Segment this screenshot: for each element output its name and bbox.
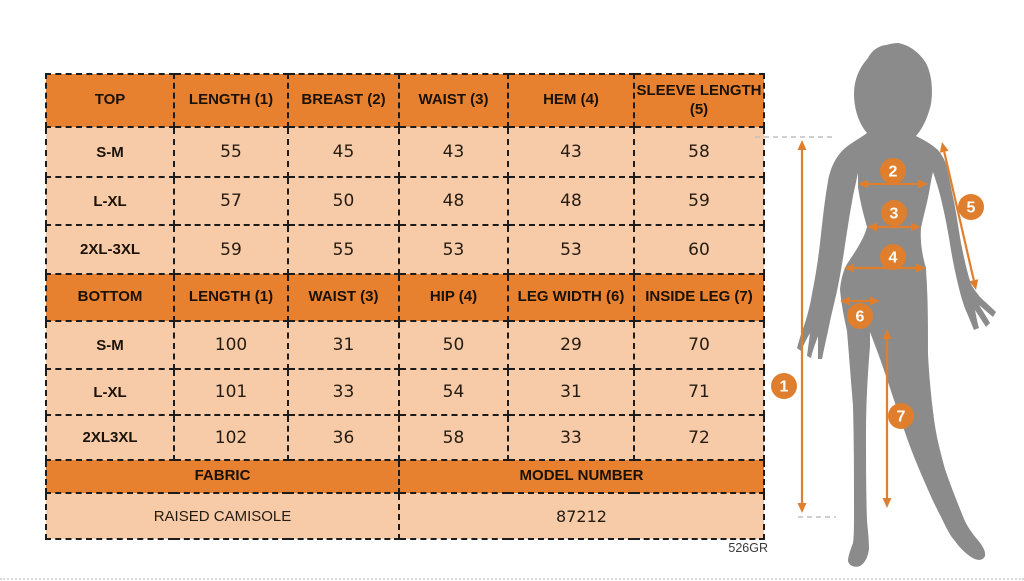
measure-arrow-6 bbox=[840, 296, 880, 306]
marker-4: 4 bbox=[880, 244, 906, 270]
value-cell: 53 bbox=[398, 224, 509, 275]
size-cell: S-M bbox=[45, 126, 175, 178]
svg-text:6: 6 bbox=[856, 309, 865, 326]
col-header-leg-width: LEG WIDTH (6) bbox=[507, 273, 635, 322]
size-chart-table: TOP LENGTH (1) BREAST (2) WAIST (3) HEM … bbox=[45, 73, 765, 540]
value-cell: 48 bbox=[507, 176, 635, 226]
marker-1: 1 bbox=[771, 373, 797, 399]
value-cell: 31 bbox=[507, 368, 635, 416]
fabric-header: FABRIC bbox=[45, 459, 400, 494]
marker-6: 6 bbox=[847, 303, 873, 329]
col-header-length: LENGTH (1) bbox=[173, 273, 289, 322]
table-row: S-M 55 45 43 43 58 bbox=[45, 126, 765, 178]
value-cell: 59 bbox=[633, 176, 765, 226]
info-header-row: FABRIC MODEL NUMBER bbox=[45, 459, 765, 494]
value-cell: 33 bbox=[507, 414, 635, 461]
fabric-value: RAISED CAMISOLE bbox=[45, 492, 400, 540]
value-cell: 43 bbox=[507, 126, 635, 178]
cropped-edge-artifact bbox=[0, 578, 1024, 581]
bottom-header-row: BOTTOM LENGTH (1) WAIST (3) HIP (4) LEG … bbox=[45, 273, 765, 322]
value-cell: 43 bbox=[398, 126, 509, 178]
svg-text:1: 1 bbox=[780, 379, 789, 396]
measure-arrow-7 bbox=[882, 329, 892, 508]
top-header-row: TOP LENGTH (1) BREAST (2) WAIST (3) HEM … bbox=[45, 73, 765, 128]
chart-code: 526GR bbox=[728, 541, 768, 555]
svg-text:2: 2 bbox=[889, 164, 898, 181]
value-cell: 101 bbox=[173, 368, 289, 416]
col-header-length: LENGTH (1) bbox=[173, 73, 289, 128]
value-cell: 48 bbox=[398, 176, 509, 226]
table-row: L-XL 57 50 48 48 59 bbox=[45, 176, 765, 226]
marker-3: 3 bbox=[881, 200, 907, 226]
col-header-sleeve-length: SLEEVE LENGTH (5) bbox=[633, 73, 765, 128]
value-cell: 71 bbox=[633, 368, 765, 416]
svg-text:7: 7 bbox=[897, 409, 906, 426]
table-row: L-XL 101 33 54 31 71 bbox=[45, 368, 765, 416]
size-cell: 2XL-3XL bbox=[45, 224, 175, 275]
measurement-figure-svg: 1 2 3 4 5 bbox=[755, 43, 996, 567]
value-cell: 100 bbox=[173, 320, 289, 370]
value-cell: 54 bbox=[398, 368, 509, 416]
table-row: S-M 100 31 50 29 70 bbox=[45, 320, 765, 370]
value-cell: 45 bbox=[287, 126, 400, 178]
value-cell: 72 bbox=[633, 414, 765, 461]
measure-arrow-3 bbox=[867, 222, 921, 232]
col-header-bottom: BOTTOM bbox=[45, 273, 175, 322]
table-row: 2XL-3XL 59 55 53 53 60 bbox=[45, 224, 765, 275]
value-cell: 60 bbox=[633, 224, 765, 275]
svg-text:5: 5 bbox=[967, 200, 976, 217]
col-header-waist: WAIST (3) bbox=[398, 73, 509, 128]
value-cell: 70 bbox=[633, 320, 765, 370]
value-cell: 58 bbox=[398, 414, 509, 461]
measure-arrow-1 bbox=[797, 140, 807, 513]
size-cell: 2XL3XL bbox=[45, 414, 175, 461]
col-header-top: TOP bbox=[45, 73, 175, 128]
col-header-breast: BREAST (2) bbox=[287, 73, 400, 128]
measure-arrow-5 bbox=[939, 142, 979, 290]
value-cell: 36 bbox=[287, 414, 400, 461]
value-cell: 57 bbox=[173, 176, 289, 226]
size-cell: L-XL bbox=[45, 176, 175, 226]
value-cell: 50 bbox=[287, 176, 400, 226]
value-cell: 29 bbox=[507, 320, 635, 370]
value-cell: 55 bbox=[287, 224, 400, 275]
value-cell: 102 bbox=[173, 414, 289, 461]
marker-5: 5 bbox=[958, 194, 984, 220]
marker-7: 7 bbox=[888, 403, 914, 429]
value-cell: 59 bbox=[173, 224, 289, 275]
size-cell: S-M bbox=[45, 320, 175, 370]
col-header-hem: HEM (4) bbox=[507, 73, 635, 128]
value-cell: 55 bbox=[173, 126, 289, 178]
value-cell: 33 bbox=[287, 368, 400, 416]
svg-text:4: 4 bbox=[889, 250, 898, 267]
model-number-value: 87212 bbox=[398, 492, 765, 540]
marker-2: 2 bbox=[880, 158, 906, 184]
value-cell: 31 bbox=[287, 320, 400, 370]
svg-text:3: 3 bbox=[890, 206, 899, 223]
table-row: 2XL3XL 102 36 58 33 72 bbox=[45, 414, 765, 461]
value-cell: 53 bbox=[507, 224, 635, 275]
female-silhouette bbox=[797, 43, 996, 567]
col-header-hip: HIP (4) bbox=[398, 273, 509, 322]
info-value-row: RAISED CAMISOLE 87212 bbox=[45, 492, 765, 540]
measurement-figure: 1 2 3 4 5 bbox=[750, 0, 1024, 581]
model-number-header: MODEL NUMBER bbox=[398, 459, 765, 494]
value-cell: 50 bbox=[398, 320, 509, 370]
value-cell: 58 bbox=[633, 126, 765, 178]
size-cell: L-XL bbox=[45, 368, 175, 416]
col-header-inside-leg: INSIDE LEG (7) bbox=[633, 273, 765, 322]
measure-arrow-4 bbox=[844, 263, 926, 273]
col-header-waist: WAIST (3) bbox=[287, 273, 400, 322]
